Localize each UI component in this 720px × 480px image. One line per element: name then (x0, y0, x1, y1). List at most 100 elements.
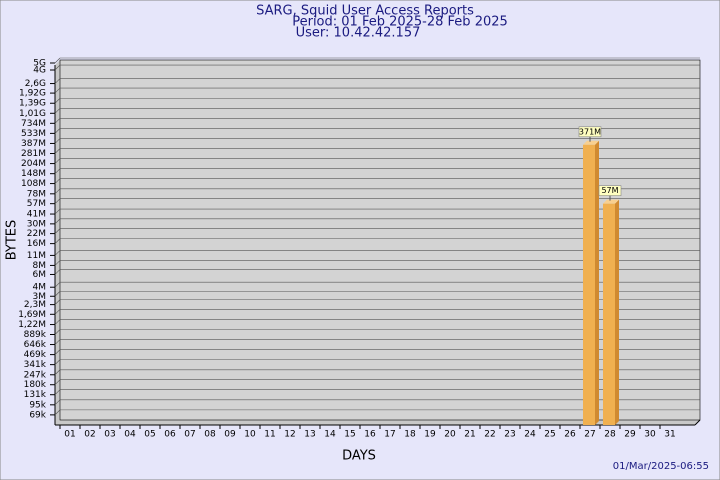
grid-diag (54, 87, 61, 94)
floor-edge (694, 419, 701, 426)
x-tick-label: 30 (644, 430, 656, 440)
y-tick-label: 889k (24, 330, 47, 340)
x-tick-label: 08 (204, 430, 216, 440)
value-label: 57M (601, 186, 618, 195)
x-tick-label: 07 (184, 430, 195, 440)
grid-diag (54, 409, 61, 416)
x-tick-label: 21 (464, 430, 475, 440)
y-tick-label: 30M (27, 219, 46, 229)
x-axis-title: DAYS (342, 449, 376, 464)
x-tick-label: 27 (584, 430, 595, 440)
bar-side (615, 199, 619, 425)
grid-diag (54, 339, 61, 345)
grid-diag (54, 198, 61, 204)
grid-diag (54, 389, 61, 395)
y-tick-label: 11M (27, 251, 46, 261)
y-tick-label: 1,22M (18, 320, 46, 330)
grid-diag (54, 168, 61, 174)
y-tick-label: 5G (33, 58, 46, 68)
grid-diag (54, 148, 61, 154)
y-tick-label: 41M (27, 210, 46, 220)
grid-diag (54, 282, 61, 288)
y-tick-label: 4M (33, 283, 47, 293)
grid-diag (54, 309, 61, 315)
bar-side (595, 140, 599, 425)
x-tick-label: 03 (104, 430, 115, 440)
grid-diag (54, 118, 61, 124)
grid-diag (54, 319, 61, 325)
chart-user: User: 10.42.42.157 (296, 26, 421, 41)
bar (603, 203, 615, 425)
x-tick-label: 17 (384, 430, 395, 440)
bar-top (583, 140, 599, 145)
footer: 01/Mar/2025-06:55 (613, 461, 709, 472)
grid-diag (54, 208, 61, 215)
y-tick-label: 1,39G (19, 99, 46, 109)
y-tick-label: 148M (21, 169, 46, 179)
y-tick-label: 387M (21, 139, 46, 149)
y-tick-label: 2,3M (24, 300, 46, 310)
y-tick-label: 1,92G (19, 89, 46, 99)
x-tick-label: 31 (664, 430, 675, 440)
x-tick-label: 28 (604, 430, 616, 440)
grid-diag (54, 178, 61, 184)
y-tick-label: 2,6G (25, 79, 46, 89)
grid-diag (54, 299, 61, 305)
grid-diag (54, 218, 61, 225)
x-tick-label: 15 (344, 430, 355, 440)
grid-diag (54, 250, 61, 256)
grid-diag (54, 269, 61, 275)
y-tick-label: 1,69M (18, 310, 46, 320)
y-tick-label: 204M (21, 159, 46, 169)
y-tick-label: 180k (24, 380, 47, 390)
y-tick-label: 16M (27, 239, 46, 249)
y-tick-label: 95k (29, 400, 46, 410)
y-tick-label: 8M (33, 261, 47, 271)
x-tick-label: 29 (624, 430, 636, 440)
bar-top (603, 199, 619, 204)
grid-diag (54, 359, 61, 365)
y-tick-label: 646k (24, 340, 47, 350)
x-tick-label: 04 (124, 430, 136, 440)
grid-diag (54, 57, 61, 64)
x-tick-label: 02 (84, 430, 95, 440)
grid-diag (54, 138, 61, 144)
grid-diag (54, 369, 61, 375)
y-tick-label: 3M (33, 292, 47, 302)
y-tick-label: 131k (24, 390, 47, 400)
x-tick-label: 19 (424, 430, 436, 440)
x-tick-label: 14 (324, 430, 336, 440)
y-tick-label: 22M (27, 229, 46, 239)
x-tick-label: 01 (64, 430, 75, 440)
y-tick-label: 1,01G (19, 109, 46, 119)
y-tick-label: 281M (21, 149, 46, 159)
grid-diag (54, 128, 61, 134)
chart-subtitle: Period: 01 Feb 2025-28 Feb 2025 (292, 15, 508, 30)
y-axis-title: BYTES (5, 220, 20, 261)
x-tick-label: 10 (244, 430, 256, 440)
grid-diag (54, 291, 61, 297)
grid-diag (54, 379, 61, 385)
grid-diag (54, 98, 61, 104)
chart-title: SARG, Squid User Access Reports (256, 4, 474, 19)
y-tick-label: 734M (21, 119, 46, 129)
x-tick-label: 24 (524, 430, 536, 440)
grid-diag (54, 158, 61, 164)
x-tick-label: 09 (224, 430, 236, 440)
x-tick-label: 16 (364, 430, 376, 440)
x-tick-label: 18 (404, 430, 416, 440)
grid-diag (54, 64, 61, 71)
x-tick-label: 13 (304, 430, 315, 440)
x-tick-label: 20 (444, 430, 456, 440)
bar (583, 144, 595, 425)
grid-diag (54, 349, 61, 355)
x-tick-label: 12 (284, 430, 295, 440)
grid-diag (54, 260, 61, 266)
y-tick-label: 247k (24, 370, 47, 380)
grid-diag (54, 238, 61, 244)
value-label: 371M (579, 127, 601, 136)
y-tick-label: 533M (21, 129, 46, 139)
y-tick-label: 469k (24, 350, 47, 360)
y-tick-label: 6M (33, 270, 47, 280)
